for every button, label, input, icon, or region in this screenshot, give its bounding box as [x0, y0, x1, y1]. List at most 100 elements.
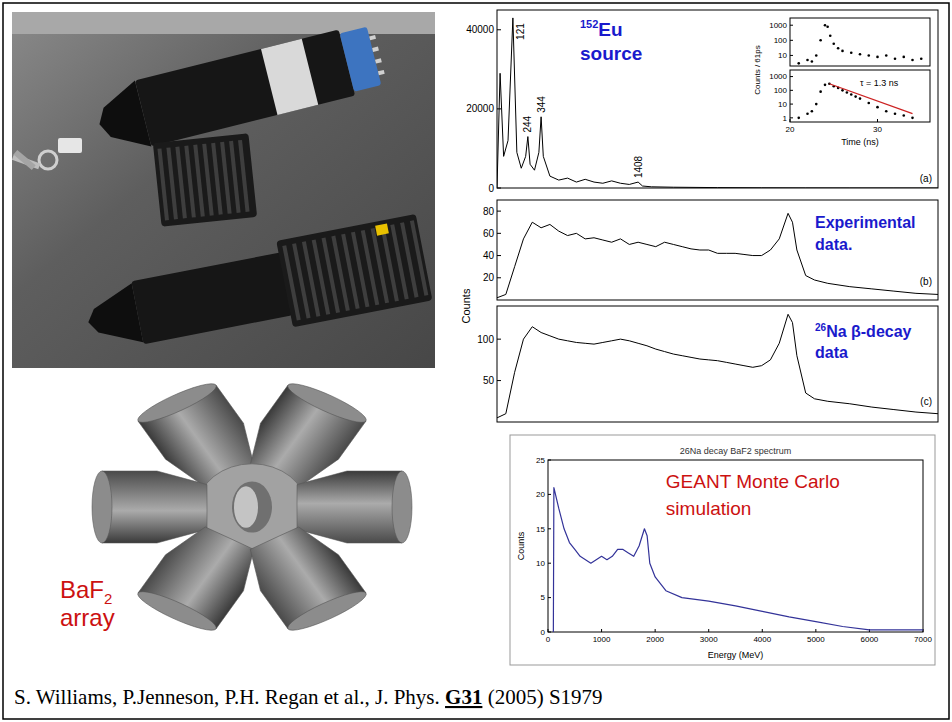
panel-label: (b)	[920, 276, 932, 287]
array-hole-inner	[234, 486, 258, 528]
chart-title-part: data	[815, 344, 848, 361]
plot-frame	[790, 70, 930, 122]
y-tick-label: 1	[783, 114, 788, 123]
annotation: τ = 1.3 ns	[860, 78, 899, 88]
chart-title: data.	[815, 236, 852, 253]
array-label: BaF2	[60, 576, 112, 607]
y-tick-label: 50	[483, 375, 495, 386]
data-point	[867, 102, 870, 105]
detector-pin	[375, 58, 382, 63]
plot-frame	[497, 200, 938, 300]
x-tick	[815, 629, 816, 632]
y-tick	[790, 90, 793, 91]
x-tick-label: 6000	[861, 635, 879, 644]
chart-title: 26Na decay BaF2 spectrum	[680, 446, 792, 456]
data-point	[920, 57, 923, 60]
x-tick-label: 0	[546, 635, 551, 644]
detector-end	[283, 586, 371, 636]
y-tick	[548, 528, 551, 529]
y-axis-title: Counts	[516, 531, 526, 560]
panel-label: (c)	[920, 396, 932, 407]
citation: S. Williams, P.Jenneson, P.H. Regan et a…	[14, 685, 603, 709]
cage-slat	[229, 141, 241, 213]
data-point	[806, 59, 809, 62]
chart-title-part: data.	[815, 236, 852, 253]
detector	[133, 520, 268, 636]
data-point	[824, 24, 827, 27]
y-tick	[497, 380, 501, 381]
citation-authors: S. Williams, P.Jenneson, P.H. Regan et a…	[14, 685, 445, 709]
detector	[80, 214, 433, 366]
cage-slat	[193, 145, 205, 217]
y-tick-label: 100	[774, 36, 788, 45]
panel-label: (a)	[920, 173, 932, 184]
detector-shape	[297, 471, 402, 543]
y-tick	[497, 233, 501, 234]
y-tick	[497, 29, 501, 30]
detector-body	[135, 30, 355, 147]
x-tick-label: 5000	[807, 635, 825, 644]
y-tick	[790, 104, 793, 105]
data-point	[867, 54, 870, 57]
detector-body	[131, 252, 292, 344]
y-tick-label: 15	[536, 525, 545, 534]
annotation: GEANT Monte Carlo	[666, 471, 840, 492]
x-tick	[708, 629, 709, 632]
chart: 20406080Experimentaldata.(b)Counts	[460, 200, 938, 323]
chart-title-part: Na β-decay	[826, 323, 911, 340]
y-tick	[497, 255, 501, 256]
plot-frame	[497, 306, 938, 422]
photo-wall	[12, 12, 435, 34]
data-point	[806, 112, 809, 115]
y-tick-label: 80	[483, 206, 495, 217]
y-tick	[497, 211, 501, 212]
y-tick	[790, 25, 793, 26]
data-point	[811, 110, 814, 113]
detector-end	[392, 471, 412, 543]
data-point	[815, 103, 818, 106]
cage-slat	[410, 220, 428, 295]
y-tick	[790, 55, 793, 56]
data-point	[894, 57, 897, 60]
detector-shape	[138, 520, 268, 629]
y-axis-title: Counts / 61ps	[753, 45, 762, 94]
y-tick-label: 1000	[769, 21, 787, 30]
data-point	[911, 117, 914, 120]
y-tick-label: 100	[477, 334, 494, 345]
data-point	[815, 54, 818, 57]
y-tick-label: 20	[483, 272, 495, 283]
x-tick-label: 7000	[914, 635, 932, 644]
cage-slat	[238, 140, 250, 212]
y-tick-label: 20	[536, 490, 545, 499]
detector-cage	[153, 133, 257, 227]
cage-slat	[184, 146, 196, 218]
y-tick	[497, 188, 501, 189]
key-tag	[58, 138, 82, 153]
data-point	[837, 47, 840, 50]
peak-label: 344	[536, 96, 547, 113]
data-point	[885, 110, 888, 113]
chart-title: 152Eu	[580, 18, 623, 40]
plot-data	[497, 213, 938, 297]
series-line	[829, 84, 912, 114]
cage-body	[276, 214, 432, 327]
y-tick-label: 5	[541, 593, 546, 602]
chart-title: Experimental	[815, 214, 915, 231]
detector	[92, 471, 207, 543]
y-tick	[548, 494, 551, 495]
data-point	[819, 39, 822, 42]
array-label-name: BaF	[60, 576, 104, 603]
x-tick-label: 20	[786, 125, 795, 134]
y-tick-label: 20000	[466, 103, 494, 114]
data-point	[797, 117, 800, 120]
plot-data	[497, 18, 938, 188]
data-point	[876, 106, 879, 109]
chart-title-part: 26	[815, 322, 827, 333]
data-point	[902, 114, 905, 117]
data-point	[850, 93, 853, 96]
detector-end	[133, 586, 221, 636]
cage-slat	[175, 146, 187, 218]
plot-data	[797, 24, 922, 65]
x-tick	[762, 629, 763, 632]
chart-title-part: source	[580, 43, 642, 64]
